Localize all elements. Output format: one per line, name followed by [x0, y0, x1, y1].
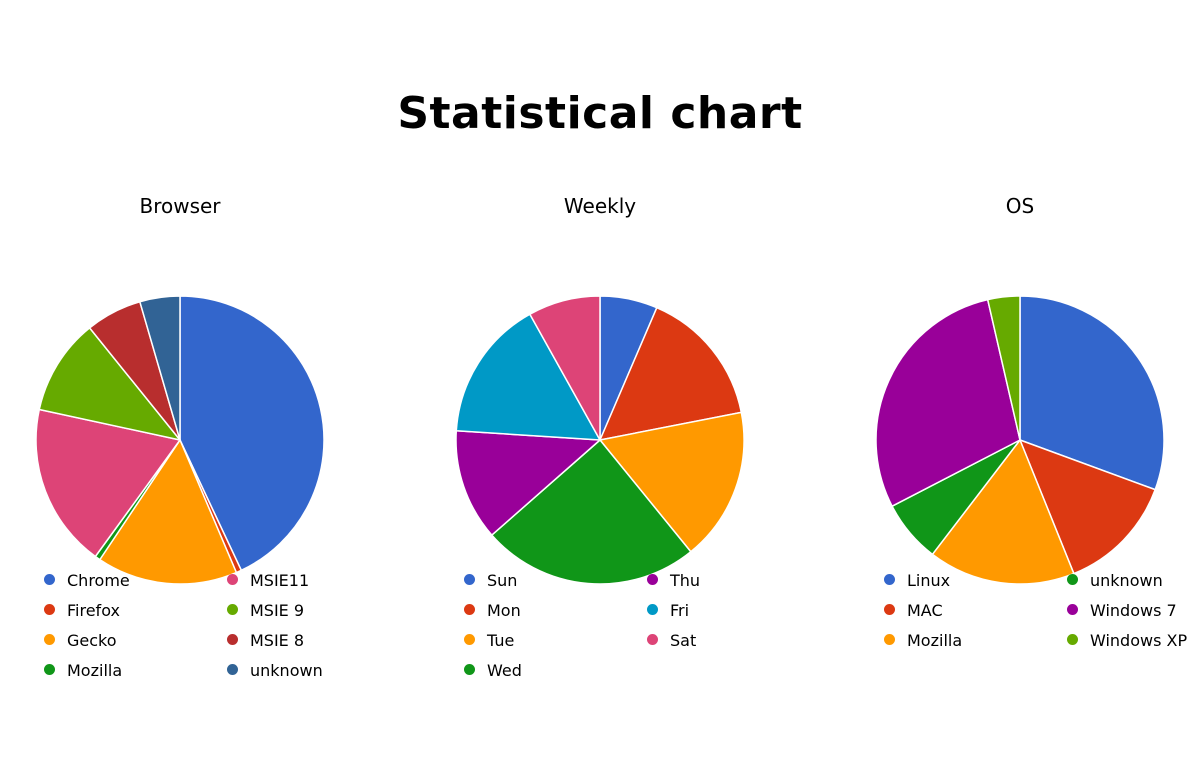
legend-item[interactable]: Chrome: [44, 571, 130, 591]
legend-label: Windows XP: [1090, 631, 1188, 650]
legend-item[interactable]: Sat: [647, 631, 696, 651]
legend-swatch: [647, 574, 658, 585]
pie-chart: [875, 295, 1165, 585]
legend-swatch: [1067, 604, 1078, 615]
legend-swatch: [1067, 574, 1078, 585]
legend-item[interactable]: Thu: [647, 571, 700, 591]
legend-label: Mozilla: [907, 631, 963, 650]
legend-label: MSIE 8: [250, 631, 305, 650]
page-title: Statistical chart: [397, 88, 803, 139]
legend-swatch: [647, 604, 658, 615]
chart-title: Weekly: [563, 194, 637, 218]
legend-swatch: [884, 634, 895, 645]
chart-title: Browser: [139, 194, 221, 218]
legend-label: Windows 7: [1090, 601, 1177, 620]
legend-label: Sun: [487, 571, 518, 590]
legend-swatch: [227, 664, 238, 675]
legend-swatch: [884, 604, 895, 615]
legend-label: unknown: [1090, 571, 1163, 590]
legend-swatch: [1067, 634, 1078, 645]
legend-item[interactable]: Tue: [464, 631, 514, 651]
legend-swatch: [44, 664, 55, 675]
legend-label: Fri: [670, 601, 690, 620]
pie-slice-wed[interactable]: [491, 439, 692, 585]
legend-swatch: [44, 634, 55, 645]
pie-slice-windows-7[interactable]: [875, 298, 1021, 507]
legend-swatch: [464, 574, 475, 585]
pie-slice-gecko[interactable]: [99, 439, 238, 585]
legend-item[interactable]: Wed: [464, 661, 522, 681]
legend-label: unknown: [250, 661, 323, 680]
legend-swatch: [227, 634, 238, 645]
legend-item[interactable]: MSIE 9: [227, 601, 304, 621]
legend-label: Sat: [670, 631, 697, 650]
pie-slice-thu[interactable]: [455, 429, 601, 536]
legend-item[interactable]: Sun: [464, 571, 517, 591]
legend-label: Linux: [907, 571, 951, 590]
pie-slice-chrome[interactable]: [179, 295, 325, 572]
pie-slice-mac[interactable]: [1019, 439, 1156, 575]
pie-slice-tue[interactable]: [599, 411, 745, 553]
legend-label: MSIE11: [250, 571, 310, 590]
legend-item[interactable]: MAC: [884, 601, 943, 621]
pie-slice-mozilla[interactable]: [931, 439, 1075, 585]
pie-slice-unknown[interactable]: [139, 295, 181, 441]
legend-swatch: [464, 604, 475, 615]
legend-label: Firefox: [67, 601, 120, 620]
legend-swatch: [44, 574, 55, 585]
legend-label: Mozilla: [67, 661, 123, 680]
chart-title: OS: [1005, 194, 1035, 218]
legend-label: Chrome: [67, 571, 130, 590]
legend-label: Tue: [487, 631, 515, 650]
legend-item[interactable]: Mon: [464, 601, 521, 621]
legend-swatch: [884, 574, 895, 585]
legend-label: Thu: [670, 571, 701, 590]
legend-item[interactable]: Linux: [884, 571, 950, 591]
pie-slice-windows-xp[interactable]: [986, 295, 1021, 441]
legend-item[interactable]: unknown: [1067, 571, 1163, 591]
legend-swatch: [464, 664, 475, 675]
pie-slice-sat[interactable]: [529, 295, 601, 441]
legend-item[interactable]: Firefox: [44, 601, 120, 621]
legend-item[interactable]: Windows 7: [1067, 601, 1177, 621]
legend-item[interactable]: unknown: [227, 661, 323, 681]
legend-swatch: [227, 604, 238, 615]
legend-item[interactable]: MSIE 8: [227, 631, 304, 651]
legend-item[interactable]: Fri: [647, 601, 689, 621]
legend-label: Gecko: [67, 631, 117, 650]
os-chart: OS Linux MAC Mozilla unknown Windows 7 Window…: [840, 190, 1200, 710]
legend-label: Wed: [487, 661, 522, 680]
legend-label: Mon: [487, 601, 521, 620]
pie-slice-msie11[interactable]: [35, 408, 181, 558]
legend-label: MAC: [907, 601, 943, 620]
pie-chart: [35, 295, 325, 585]
pie-slice-msie-9[interactable]: [38, 327, 181, 441]
browser-chart: Browser Chrome Firefox Gecko Mozilla MSIE11 M…: [0, 190, 380, 710]
pie-chart: [455, 295, 745, 585]
legend-item[interactable]: Mozilla: [44, 661, 122, 681]
legend-item[interactable]: Mozilla: [884, 631, 962, 651]
legend-item[interactable]: Gecko: [44, 631, 117, 651]
pie-slice-fri[interactable]: [455, 313, 601, 441]
pie-slice-mon[interactable]: [599, 306, 743, 441]
legend-swatch: [464, 634, 475, 645]
legend-swatch: [647, 634, 658, 645]
legend-swatch: [227, 574, 238, 585]
legend-item[interactable]: Windows XP: [1067, 631, 1187, 651]
pie-slice-linux[interactable]: [1019, 295, 1165, 491]
weekly-chart: Weekly Sun Mon Tue Wed Thu Fri Sat: [420, 190, 800, 710]
legend-swatch: [44, 604, 55, 615]
legend-label: MSIE 9: [250, 601, 305, 620]
legend-item[interactable]: MSIE11: [227, 571, 309, 591]
